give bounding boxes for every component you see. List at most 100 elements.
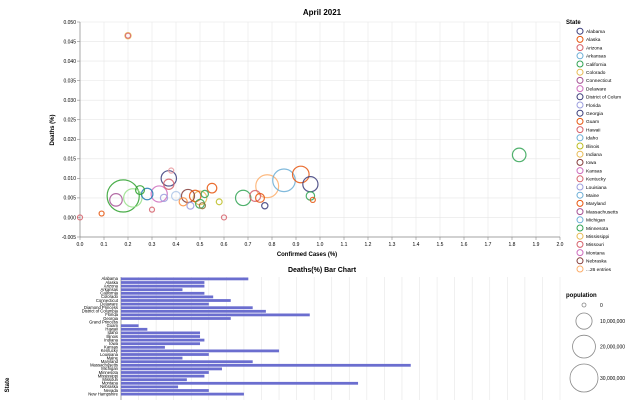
legend-label: Maine [586, 193, 599, 199]
size-legend-symbol [581, 302, 587, 308]
scatter-axes: 0.0 0.1 0.2 0.3 0.4 0.5 0.6 0.7 0.8 0.9 1.0 1.1 1.2 1… [62, 20, 564, 248]
bar [121, 306, 253, 310]
x-tick-label: 0.8 [269, 242, 276, 248]
bar-category-label: District of Columbia [82, 309, 119, 314]
legend-label: Michigan [586, 218, 606, 224]
x-tick-label: 0.6 [221, 242, 228, 248]
bar [121, 317, 231, 320]
scatter-points [76, 31, 527, 221]
x-tick-label: 0.5 [197, 242, 204, 248]
scatter-point [206, 182, 218, 194]
size-legend-label: 0 [600, 303, 603, 309]
legend-symbol [576, 175, 584, 183]
scatter-point [309, 196, 316, 204]
bar-category-label: Kansas [104, 345, 118, 350]
x-tick-label: 1.8 [509, 242, 516, 248]
scatter-point [98, 210, 105, 217]
bar-category-label: Louisiana [100, 352, 119, 357]
y-axis-title: Deaths (%) [50, 114, 56, 145]
scatter-point [134, 185, 146, 196]
legend-symbol [576, 109, 584, 117]
scatter-point [220, 214, 228, 221]
x-tick-label: 0.7 [245, 242, 252, 248]
size-legend-entries: 0 10,000,000 20,000,000 30,000,000 [569, 302, 625, 393]
bar [121, 299, 231, 302]
scatter-point [159, 193, 169, 203]
bar [121, 360, 253, 364]
bar [121, 284, 205, 288]
bar [121, 353, 209, 356]
size-legend-label: 10,000,000 [600, 319, 625, 325]
legend-label: Nebraska [586, 259, 607, 265]
legend-symbol [576, 257, 584, 265]
scatter-point [148, 206, 156, 213]
scatter-point [249, 189, 262, 202]
legend-label: Illinois [586, 144, 600, 150]
legend-label: Hawaii [586, 127, 600, 133]
bar [121, 349, 280, 353]
legend-symbol [576, 68, 584, 76]
legend-label: Kentucky [586, 177, 606, 183]
scatter-point [168, 167, 175, 174]
legend-symbol [576, 85, 584, 93]
y-tick-label: 0.025 [63, 118, 76, 124]
bar [121, 374, 205, 378]
bar-category-label: California [100, 291, 118, 296]
x-axis-title: Confirmed Cases (%) [277, 252, 337, 258]
legend-label: District of Colum [586, 95, 621, 101]
legend-symbol [576, 224, 584, 232]
bar-category-label: Maryland [101, 359, 119, 364]
size-legend-symbol [575, 312, 593, 330]
y-tick-label: 0.000 [63, 215, 76, 221]
x-tick-label: 1.5 [437, 242, 444, 248]
bar [121, 327, 148, 331]
legend-symbol [576, 167, 584, 175]
scatter-point [272, 168, 296, 193]
scatter-point [261, 201, 269, 210]
bar-category-label: Arizona [104, 283, 119, 288]
bar [121, 385, 179, 389]
y-tick-label: 0.045 [63, 39, 76, 45]
legend-label: Idaho [586, 136, 598, 142]
bar [121, 371, 209, 374]
scatter-point [178, 197, 188, 207]
x-tick-label: 0.3 [149, 242, 156, 248]
bar-category-label: Alabama [101, 276, 118, 281]
legend-symbol [576, 52, 584, 60]
bar-category-label: Arkansas [101, 287, 118, 292]
legend-label: Iowa [586, 160, 596, 166]
bar-chart: Deaths(%) Bar Chart AlabamaAlaskaArizona… [5, 267, 561, 400]
bar [121, 277, 249, 281]
bar-category-label: Grand Princess [89, 319, 118, 324]
legend-label: Louisiana [586, 185, 607, 191]
scatter-title: April 2021 [303, 8, 342, 17]
legend-label: Delaware [586, 86, 607, 92]
legend-symbol [576, 249, 584, 257]
legend-symbol [576, 35, 584, 43]
x-tick-label: 0.4 [173, 242, 180, 248]
scatter-grid [79, 21, 561, 238]
y-tick-label: 0.035 [63, 78, 76, 84]
scatter-point [123, 188, 143, 208]
x-tick-label: 1.1 [341, 242, 348, 248]
scatter-point [163, 178, 175, 190]
scatter-point [170, 190, 182, 201]
legend-symbol [576, 142, 584, 150]
scatter-point [124, 32, 132, 39]
legend-label: Mississippi [586, 234, 609, 240]
y-tick-label: 0.040 [63, 59, 76, 65]
state-legend: State Alabama Alaska Arizona Arkansas Califo… [566, 20, 621, 273]
scatter-point [291, 165, 310, 184]
legend-symbol [576, 216, 584, 224]
bar [121, 295, 214, 299]
bar-category-label: Kentucky [101, 348, 119, 353]
bar-category-label: New Hampshire [88, 391, 118, 396]
legend-label: Colorado [586, 70, 606, 76]
y-tick-label: 0.030 [63, 98, 76, 104]
scatter-point [215, 198, 223, 206]
legend-label: Alabama [586, 29, 605, 35]
legend-symbol [576, 158, 584, 166]
bar-category-label: Idaho [108, 330, 119, 335]
scatter-point [76, 214, 84, 221]
x-tick-label: 0.1 [101, 242, 108, 248]
